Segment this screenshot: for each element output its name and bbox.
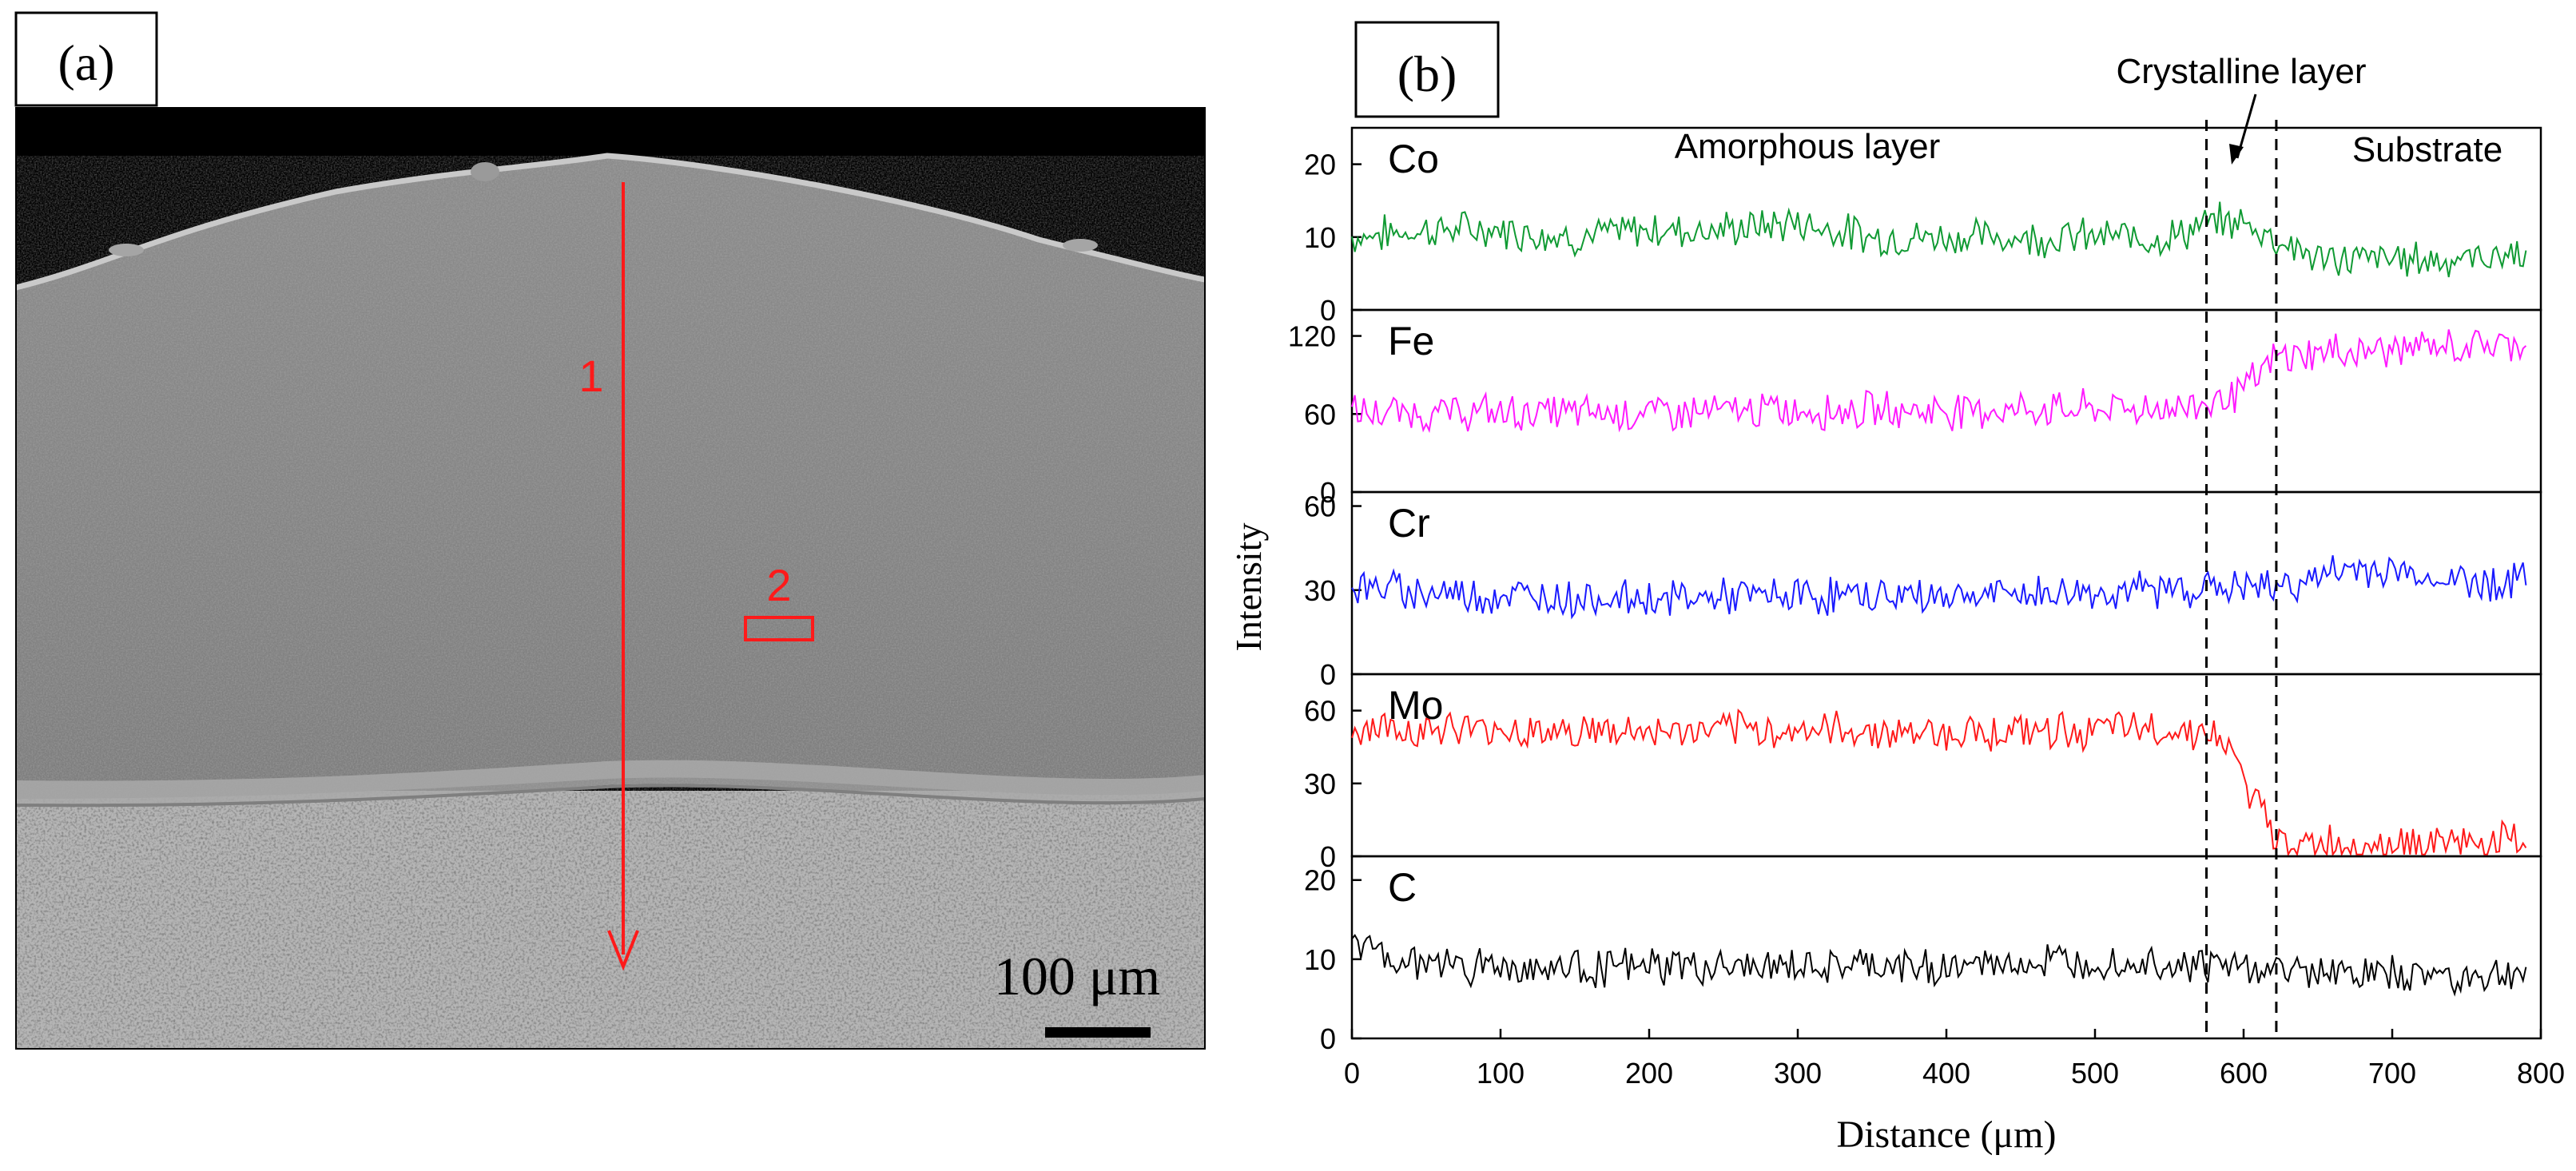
amorphous-layer-label: Amorphous layer: [1675, 127, 1941, 166]
series-label-mo: Mo: [1388, 683, 1443, 728]
y-tick-label: 30: [1304, 768, 1336, 800]
sem-particle: [1063, 239, 1098, 252]
y-tick-label: 10: [1304, 221, 1336, 254]
y-tick-label: 60: [1304, 490, 1336, 523]
subplot-frame-cr: [1350, 490, 2542, 676]
y-tick-label: 60: [1304, 695, 1336, 728]
series-label-cr: Cr: [1388, 501, 1430, 546]
y-tick-label: 0: [1320, 1022, 1336, 1055]
panel-b-label-box: [1354, 21, 1500, 118]
x-tick-label: 200: [1625, 1057, 1673, 1090]
series-trace-fe: [1351, 329, 2527, 434]
y-tick-label: 0: [1320, 658, 1336, 691]
y-tick-label: 20: [1304, 149, 1336, 181]
series-trace-co: [1351, 201, 2527, 278]
sem-crystalline-band: [16, 760, 1205, 805]
scale-bar-text: 100 μm: [994, 946, 1160, 1006]
panel-a: (a) 1 2 100 μm: [14, 11, 1206, 1050]
y-tick-label: 0: [1320, 294, 1336, 327]
y-tick-label: 30: [1304, 574, 1336, 607]
series-trace-cr: [1351, 555, 2527, 620]
x-axis-title: Distance (μm): [1837, 1113, 2057, 1156]
panel-b-label: (b): [1397, 46, 1457, 102]
subplot-frame-fe: [1350, 308, 2542, 494]
x-tick-label: 800: [2517, 1057, 2565, 1090]
x-tick-label: 100: [1477, 1057, 1525, 1090]
crystalline-layer-label: Crystalline layer: [2117, 52, 2367, 91]
scale-bar: [1045, 1027, 1151, 1038]
series-trace-c: [1351, 934, 2527, 997]
y-tick-label: 60: [1304, 398, 1336, 431]
crystalline-pointer-head: [2229, 144, 2244, 165]
linescan-label: 1: [578, 351, 603, 401]
series-label-co: Co: [1388, 137, 1439, 181]
y-axis-title: Intensity: [1228, 523, 1269, 652]
panel-a-label-box: [14, 11, 158, 107]
subplot-frame-c: [1350, 855, 2542, 1040]
series-trace-mo: [1351, 709, 2527, 858]
sem-frame: [15, 107, 1206, 1050]
sem-particle: [109, 244, 144, 256]
y-tick-label: 0: [1320, 476, 1336, 509]
region-box: [744, 616, 814, 641]
x-tick-label: 400: [1922, 1057, 1970, 1090]
y-tick-label: 120: [1288, 320, 1336, 353]
sem-image: [16, 108, 1205, 1049]
x-tick-label: 0: [1344, 1057, 1360, 1090]
x-tick-label: 500: [2071, 1057, 2119, 1090]
panel-b: (b) Amorphous layer Crystalline layer Su…: [1228, 21, 2565, 1156]
x-tick-label: 600: [2220, 1057, 2268, 1090]
y-tick-label: 10: [1304, 943, 1336, 976]
linescan-arrowhead: [607, 930, 639, 971]
sem-substrate-texture: [16, 791, 1205, 1049]
sem-coating-texture: [16, 156, 1205, 799]
series-label-c: C: [1388, 865, 1417, 910]
region-box-label: 2: [766, 560, 791, 610]
x-tick-label: 700: [2368, 1057, 2416, 1090]
sem-particle: [471, 162, 499, 181]
y-tick-label: 0: [1320, 840, 1336, 873]
panel-a-label: (a): [58, 34, 114, 91]
sem-interface-line: [16, 784, 1205, 808]
x-tick-label: 300: [1774, 1057, 1822, 1090]
substrate-label: Substrate: [2352, 130, 2502, 169]
subplot-frame-mo: [1350, 673, 2542, 858]
y-tick-label: 20: [1304, 864, 1336, 897]
series-label-fe: Fe: [1388, 319, 1434, 363]
